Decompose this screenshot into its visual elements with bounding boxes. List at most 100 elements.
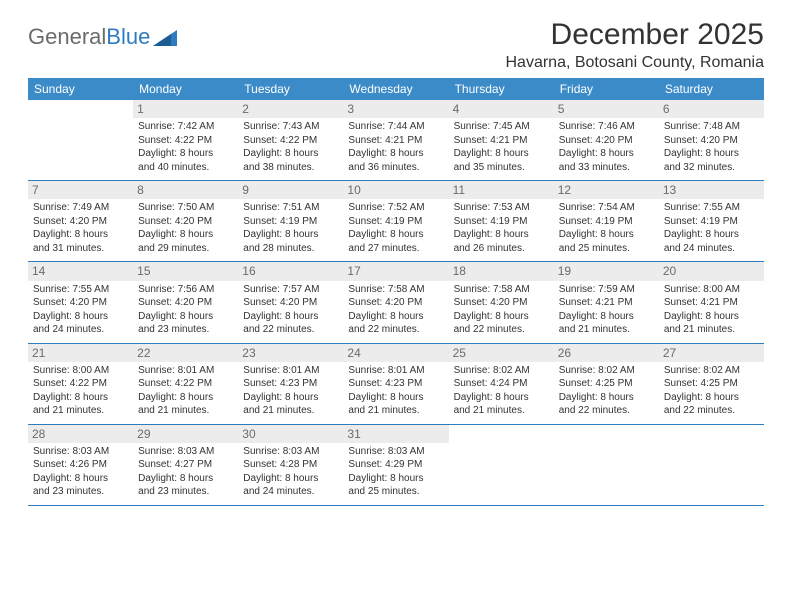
day-info-line: Sunset: 4:27 PM: [138, 458, 233, 472]
logo-triangle-icon: [153, 28, 177, 46]
day-info-line: Sunset: 4:24 PM: [454, 377, 549, 391]
day-info-line: Sunrise: 7:57 AM: [243, 283, 338, 297]
day-info-line: Daylight: 8 hours: [664, 310, 759, 324]
header: GeneralBlue December 2025 Havarna, Botos…: [28, 18, 764, 72]
day-info-line: Daylight: 8 hours: [559, 147, 654, 161]
week-row: 1Sunrise: 7:42 AMSunset: 4:22 PMDaylight…: [28, 100, 764, 181]
day-number: 1: [133, 100, 238, 118]
day-number: 16: [238, 262, 343, 280]
day-info-line: Sunset: 4:29 PM: [348, 458, 443, 472]
day-info-line: Sunrise: 8:03 AM: [348, 445, 443, 459]
day-number: 15: [133, 262, 238, 280]
day-info-line: and 32 minutes.: [664, 161, 759, 175]
day-cell: 11Sunrise: 7:53 AMSunset: 4:19 PMDayligh…: [449, 181, 554, 261]
day-cell: 7Sunrise: 7:49 AMSunset: 4:20 PMDaylight…: [28, 181, 133, 261]
logo: GeneralBlue: [28, 24, 177, 50]
calendar-page: GeneralBlue December 2025 Havarna, Botos…: [0, 0, 792, 516]
weekday-header: Tuesday: [238, 78, 343, 100]
day-number: 22: [133, 344, 238, 362]
day-info-line: Daylight: 8 hours: [243, 310, 338, 324]
day-info-line: and 21 minutes.: [243, 404, 338, 418]
day-number: 24: [343, 344, 448, 362]
day-number: 4: [449, 100, 554, 118]
day-cell: 17Sunrise: 7:58 AMSunset: 4:20 PMDayligh…: [343, 262, 448, 342]
day-info-line: Sunset: 4:21 PM: [348, 134, 443, 148]
day-cell: 31Sunrise: 8:03 AMSunset: 4:29 PMDayligh…: [343, 425, 448, 505]
day-info-line: Sunset: 4:23 PM: [243, 377, 338, 391]
day-number: 6: [659, 100, 764, 118]
day-cell: 3Sunrise: 7:44 AMSunset: 4:21 PMDaylight…: [343, 100, 448, 180]
day-number: 2: [238, 100, 343, 118]
day-info-line: Sunrise: 7:58 AM: [454, 283, 549, 297]
day-info-line: Sunrise: 8:01 AM: [348, 364, 443, 378]
day-info-line: Daylight: 8 hours: [348, 391, 443, 405]
day-number: 21: [28, 344, 133, 362]
day-info-line: and 29 minutes.: [138, 242, 233, 256]
weekday-header: Sunday: [28, 78, 133, 100]
day-info-line: Daylight: 8 hours: [454, 391, 549, 405]
day-info-line: and 21 minutes.: [664, 323, 759, 337]
day-info-line: Sunset: 4:19 PM: [243, 215, 338, 229]
day-info-line: Sunrise: 8:01 AM: [138, 364, 233, 378]
day-info-line: and 40 minutes.: [138, 161, 233, 175]
day-info-line: and 22 minutes.: [243, 323, 338, 337]
day-info-line: Sunset: 4:21 PM: [454, 134, 549, 148]
day-info-line: Sunrise: 7:49 AM: [33, 201, 128, 215]
day-info-line: and 23 minutes.: [138, 485, 233, 499]
day-info-line: Daylight: 8 hours: [138, 472, 233, 486]
day-info-line: and 24 minutes.: [33, 323, 128, 337]
day-info-line: Sunset: 4:19 PM: [348, 215, 443, 229]
logo-text-blue: Blue: [106, 24, 150, 50]
month-title: December 2025: [505, 18, 764, 52]
day-cell: 18Sunrise: 7:58 AMSunset: 4:20 PMDayligh…: [449, 262, 554, 342]
day-info-line: Sunset: 4:22 PM: [243, 134, 338, 148]
day-number: 7: [28, 181, 133, 199]
day-info-line: Daylight: 8 hours: [348, 472, 443, 486]
day-info-line: Sunset: 4:21 PM: [559, 296, 654, 310]
day-info-line: Daylight: 8 hours: [33, 310, 128, 324]
day-cell: 9Sunrise: 7:51 AMSunset: 4:19 PMDaylight…: [238, 181, 343, 261]
day-info-line: Daylight: 8 hours: [348, 147, 443, 161]
day-info-line: Sunrise: 8:00 AM: [664, 283, 759, 297]
day-info-line: Sunrise: 8:03 AM: [33, 445, 128, 459]
week-row: 14Sunrise: 7:55 AMSunset: 4:20 PMDayligh…: [28, 262, 764, 343]
day-info-line: Daylight: 8 hours: [559, 391, 654, 405]
day-info-line: Sunset: 4:21 PM: [664, 296, 759, 310]
day-cell: 24Sunrise: 8:01 AMSunset: 4:23 PMDayligh…: [343, 344, 448, 424]
day-info-line: Daylight: 8 hours: [348, 228, 443, 242]
day-info-line: Sunset: 4:20 PM: [243, 296, 338, 310]
day-cell: 1Sunrise: 7:42 AMSunset: 4:22 PMDaylight…: [133, 100, 238, 180]
day-info-line: Daylight: 8 hours: [33, 472, 128, 486]
day-cell: 23Sunrise: 8:01 AMSunset: 4:23 PMDayligh…: [238, 344, 343, 424]
day-info-line: Daylight: 8 hours: [138, 391, 233, 405]
day-info-line: Sunrise: 7:52 AM: [348, 201, 443, 215]
calendar: Sunday Monday Tuesday Wednesday Thursday…: [28, 78, 764, 506]
day-info-line: Sunset: 4:20 PM: [138, 215, 233, 229]
day-cell: 2 Sunrise: 7:43 AMSunset: 4:22 PMDaylight…: [238, 100, 343, 180]
day-cell: [449, 425, 554, 505]
day-info-line: Daylight: 8 hours: [664, 391, 759, 405]
day-number: 17: [343, 262, 448, 280]
day-info-line: Daylight: 8 hours: [138, 310, 233, 324]
day-info-line: Sunrise: 7:58 AM: [348, 283, 443, 297]
logo-text-gray: General: [28, 24, 106, 50]
day-info-line: Daylight: 8 hours: [33, 391, 128, 405]
day-cell: 25Sunrise: 8:02 AMSunset: 4:24 PMDayligh…: [449, 344, 554, 424]
day-number: 10: [343, 181, 448, 199]
day-info-line: Sunset: 4:25 PM: [559, 377, 654, 391]
day-info-line: Sunrise: 7:43 AM: [243, 120, 338, 134]
day-info-line: Sunrise: 7:42 AM: [138, 120, 233, 134]
day-info-line: and 21 minutes.: [559, 323, 654, 337]
day-info-line: Sunrise: 8:02 AM: [454, 364, 549, 378]
day-info-line: Sunset: 4:22 PM: [138, 377, 233, 391]
day-info-line: Sunrise: 7:59 AM: [559, 283, 654, 297]
day-info-line: Sunrise: 7:51 AM: [243, 201, 338, 215]
location: Havarna, Botosani County, Romania: [505, 54, 764, 72]
day-info-line: Sunset: 4:20 PM: [664, 134, 759, 148]
day-cell: [659, 425, 764, 505]
weekday-header: Wednesday: [343, 78, 448, 100]
day-info-line: Sunrise: 7:45 AM: [454, 120, 549, 134]
day-info-line: and 38 minutes.: [243, 161, 338, 175]
day-info-line: Daylight: 8 hours: [243, 147, 338, 161]
day-cell: 30Sunrise: 8:03 AMSunset: 4:28 PMDayligh…: [238, 425, 343, 505]
